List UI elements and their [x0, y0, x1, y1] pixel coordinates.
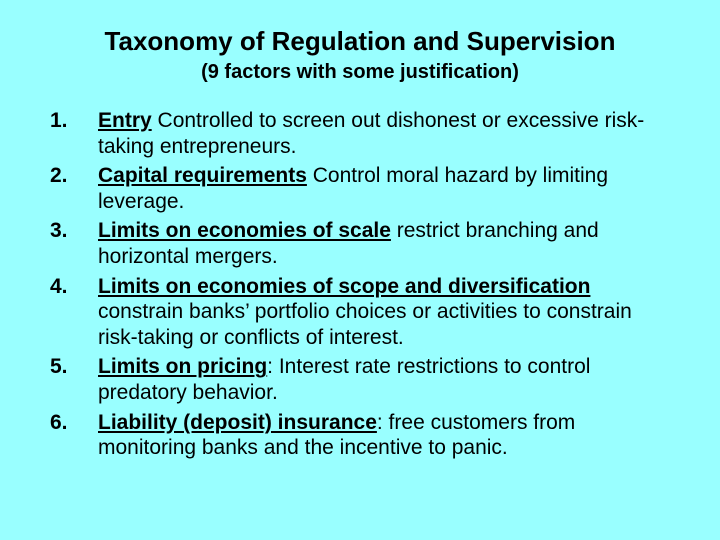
item-rest: constrain banks’ portfolio choices or ac… — [98, 300, 632, 349]
item-text: Limits on economies of scale restrict br… — [98, 218, 670, 269]
item-term: Capital requirements — [98, 164, 307, 187]
item-number: 4. — [50, 274, 98, 351]
list-item: 5. Limits on pricing: Interest rate rest… — [50, 354, 670, 405]
item-term: Limits on economies of scope and diversi… — [98, 275, 590, 298]
item-number: 3. — [50, 218, 98, 269]
item-text: Liability (deposit) insurance: free cust… — [98, 410, 670, 461]
item-text: Entry Controlled to screen out dishonest… — [98, 108, 670, 159]
item-list: 1. Entry Controlled to screen out dishon… — [50, 108, 670, 461]
item-number: 2. — [50, 163, 98, 214]
list-item: 6. Liability (deposit) insurance: free c… — [50, 410, 670, 461]
item-number: 1. — [50, 108, 98, 159]
item-number: 5. — [50, 354, 98, 405]
item-term: Liability (deposit) insurance — [98, 411, 377, 434]
item-text: Limits on economies of scope and diversi… — [98, 274, 670, 351]
slide-subtitle: (9 factors with some justification) — [50, 61, 670, 84]
item-number: 6. — [50, 410, 98, 461]
list-item: 1. Entry Controlled to screen out dishon… — [50, 108, 670, 159]
list-item: 4. Limits on economies of scope and dive… — [50, 274, 670, 351]
item-text: Limits on pricing: Interest rate restric… — [98, 354, 670, 405]
item-term: Entry — [98, 109, 152, 132]
list-item: 3. Limits on economies of scale restrict… — [50, 218, 670, 269]
slide: Taxonomy of Regulation and Supervision (… — [0, 0, 720, 540]
slide-title: Taxonomy of Regulation and Supervision — [50, 26, 670, 57]
list-item: 2. Capital requirements Control moral ha… — [50, 163, 670, 214]
item-rest: Controlled to screen out dishonest or ex… — [98, 109, 644, 158]
item-term: Limits on pricing — [98, 355, 267, 378]
item-term: Limits on economies of scale — [98, 219, 391, 242]
item-text: Capital requirements Control moral hazar… — [98, 163, 670, 214]
